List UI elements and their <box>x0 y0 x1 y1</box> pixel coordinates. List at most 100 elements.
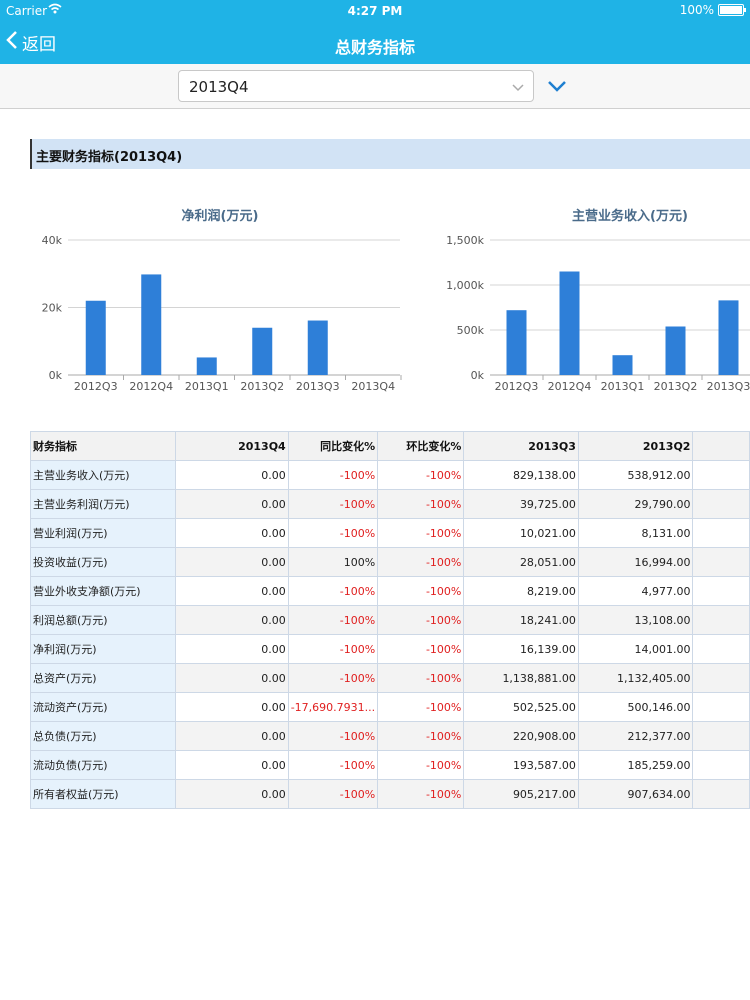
table-cell: 10,021.00 <box>463 518 579 548</box>
x-tick-label: 2013Q3 <box>296 380 340 393</box>
column-header[interactable]: 财务指标 <box>30 431 176 461</box>
y-tick-label: 20k <box>42 302 63 315</box>
table-cell: -100% <box>377 547 465 577</box>
table-row[interactable]: 净利润(万元) 0.00 -100% -100% 16,139.00 14,001.00 <box>30 634 750 664</box>
column-header-overflow <box>692 431 750 461</box>
revenue-chart: 主营业务收入(万元) 0k 500k 1,000k 1,500k 2012Q3 2012Q4… <box>420 200 750 404</box>
bar <box>85 300 106 375</box>
table-header-row: 财务指标 2013Q4 同比变化% 环比变化% 2013Q3 2013Q2 <box>30 431 750 461</box>
table-cell: 0.00 <box>174 518 289 548</box>
table-cell: -100% <box>377 576 465 606</box>
section-header: 主要财务指标(2013Q4) <box>30 139 750 169</box>
y-tick-label: 0k <box>49 369 63 382</box>
table-cell: 100% <box>287 547 379 577</box>
table-cell: 212,377.00 <box>577 721 694 751</box>
expand-chevron-button[interactable] <box>546 78 568 98</box>
bar <box>559 271 580 375</box>
table-cell: -100% <box>287 663 379 693</box>
column-header[interactable]: 2013Q2 <box>577 431 694 461</box>
status-bar: Carrier 4:27 PM 100% <box>0 0 750 22</box>
table-cell: -100% <box>377 489 465 519</box>
table-row[interactable]: 所有者权益(万元) 0.00 -100% -100% 905,217.00 907,634… <box>30 779 750 809</box>
chart-title: 净利润(万元) <box>182 208 259 224</box>
table-cell: -100% <box>287 576 379 606</box>
table-cell: 0.00 <box>174 663 289 693</box>
table-cell: -100% <box>377 692 465 722</box>
table-cell: -100% <box>377 663 465 693</box>
table-row[interactable]: 主营业务利润(万元) 0.00 -100% -100% 39,725.00 29,790.… <box>30 489 750 519</box>
y-tick-label: 40k <box>42 234 63 247</box>
row-label: 投资收益(万元) <box>30 547 176 577</box>
table-cell: -100% <box>287 634 379 664</box>
row-label: 流动负债(万元) <box>30 750 176 780</box>
bar <box>252 327 273 375</box>
table-cell: 502,525.00 <box>463 692 579 722</box>
table-cell: 907,634.00 <box>577 779 694 809</box>
row-label: 所有者权益(万元) <box>30 779 176 809</box>
table-cell: 14,001.00 <box>577 634 694 664</box>
table-cell: -100% <box>287 489 379 519</box>
battery-icon <box>718 4 746 16</box>
table-cell: 29,790.00 <box>577 489 694 519</box>
bar <box>506 310 527 375</box>
row-label: 主营业务利润(万元) <box>30 489 176 519</box>
table-row[interactable]: 营业利润(万元) 0.00 -100% -100% 10,021.00 8,131.00 <box>30 518 750 548</box>
table-cell: 16,994.00 <box>577 547 694 577</box>
x-tick-label: 2012Q3 <box>74 380 118 393</box>
table-cell: -17,690.7931... <box>287 692 379 722</box>
bar <box>718 300 739 375</box>
table-row[interactable]: 投资收益(万元) 0.00 100% -100% 28,051.00 16,994.00 <box>30 547 750 577</box>
table-cell: 538,912.00 <box>577 460 694 490</box>
table-row[interactable]: 流动资产(万元) 0.00 -17,690.7931... -100% 502,525.… <box>30 692 750 722</box>
table-row[interactable]: 流动负债(万元) 0.00 -100% -100% 193,587.00 185,259.… <box>30 750 750 780</box>
table-row[interactable]: 总负债(万元) 0.00 -100% -100% 220,908.00 212,377.0… <box>30 721 750 751</box>
table-row[interactable]: 利润总额(万元) 0.00 -100% -100% 18,241.00 13,108.00 <box>30 605 750 635</box>
revenue-chart-svg: 主营业务收入(万元) 0k 500k 1,000k 1,500k 2012Q3 2012Q4… <box>446 208 750 393</box>
x-tick-label: 2012Q3 <box>495 380 539 393</box>
row-label: 营业利润(万元) <box>30 518 176 548</box>
table-cell: 1,132,405.00 <box>577 663 694 693</box>
column-header[interactable]: 同比变化% <box>287 431 379 461</box>
table-cell-overflow <box>692 663 750 693</box>
table-cell: 905,217.00 <box>463 779 579 809</box>
back-button[interactable]: 返回 <box>6 30 56 55</box>
net-profit-chart-svg: 净利润(万元) 0k 20k 40k 2012Q3 2012Q4 2013Q1 2013Q2 2… <box>42 208 402 393</box>
quarter-select[interactable]: 2013Q4 <box>178 70 534 102</box>
table-cell: 185,259.00 <box>577 750 694 780</box>
x-tick-label: 2013Q2 <box>654 380 698 393</box>
table-row[interactable]: 总资产(万元) 0.00 -100% -100% 1,138,881.00 1,132,4… <box>30 663 750 693</box>
y-tick-label: 0k <box>471 369 485 382</box>
column-header[interactable]: 环比变化% <box>377 431 465 461</box>
status-time: 4:27 PM <box>347 4 403 18</box>
row-label: 净利润(万元) <box>30 634 176 664</box>
y-tick-label: 1,500k <box>446 234 484 247</box>
table-cell: 0.00 <box>174 547 289 577</box>
page-title: 总财务指标 <box>334 38 415 57</box>
table-row[interactable]: 营业外收支净额(万元) 0.00 -100% -100% 8,219.00 4,977.0… <box>30 576 750 606</box>
table-row[interactable]: 主营业务收入(万元) 0.00 -100% -100% 829,138.00 538,91… <box>30 460 750 490</box>
table-cell: -100% <box>377 518 465 548</box>
table-cell: -100% <box>377 605 465 635</box>
table-cell-overflow <box>692 750 750 780</box>
table-cell-overflow <box>692 605 750 635</box>
row-label: 总资产(万元) <box>30 663 176 693</box>
column-header[interactable]: 2013Q3 <box>463 431 579 461</box>
table-cell: 193,587.00 <box>463 750 579 780</box>
chevron-left-icon <box>6 30 18 55</box>
top-bar: Carrier 4:27 PM 100% 返回 总财务指标 <box>0 0 750 64</box>
x-tick-label: 2012Q4 <box>129 380 173 393</box>
table-cell: 0.00 <box>174 721 289 751</box>
table-cell: -100% <box>287 750 379 780</box>
bar <box>141 274 162 375</box>
x-tick-label: 2013Q4 <box>351 380 395 393</box>
table-cell: 28,051.00 <box>463 547 579 577</box>
back-label: 返回 <box>22 35 56 55</box>
table-cell: 0.00 <box>174 460 289 490</box>
column-header[interactable]: 2013Q4 <box>174 431 289 461</box>
table-cell-overflow <box>692 576 750 606</box>
x-tick-label: 2012Q4 <box>548 380 592 393</box>
bar <box>307 320 328 375</box>
bar <box>612 355 633 375</box>
table-cell: 0.00 <box>174 634 289 664</box>
net-profit-chart: 净利润(万元) 0k 20k 40k 2012Q3 2012Q4 2013Q1 2013Q2 2… <box>30 200 410 404</box>
